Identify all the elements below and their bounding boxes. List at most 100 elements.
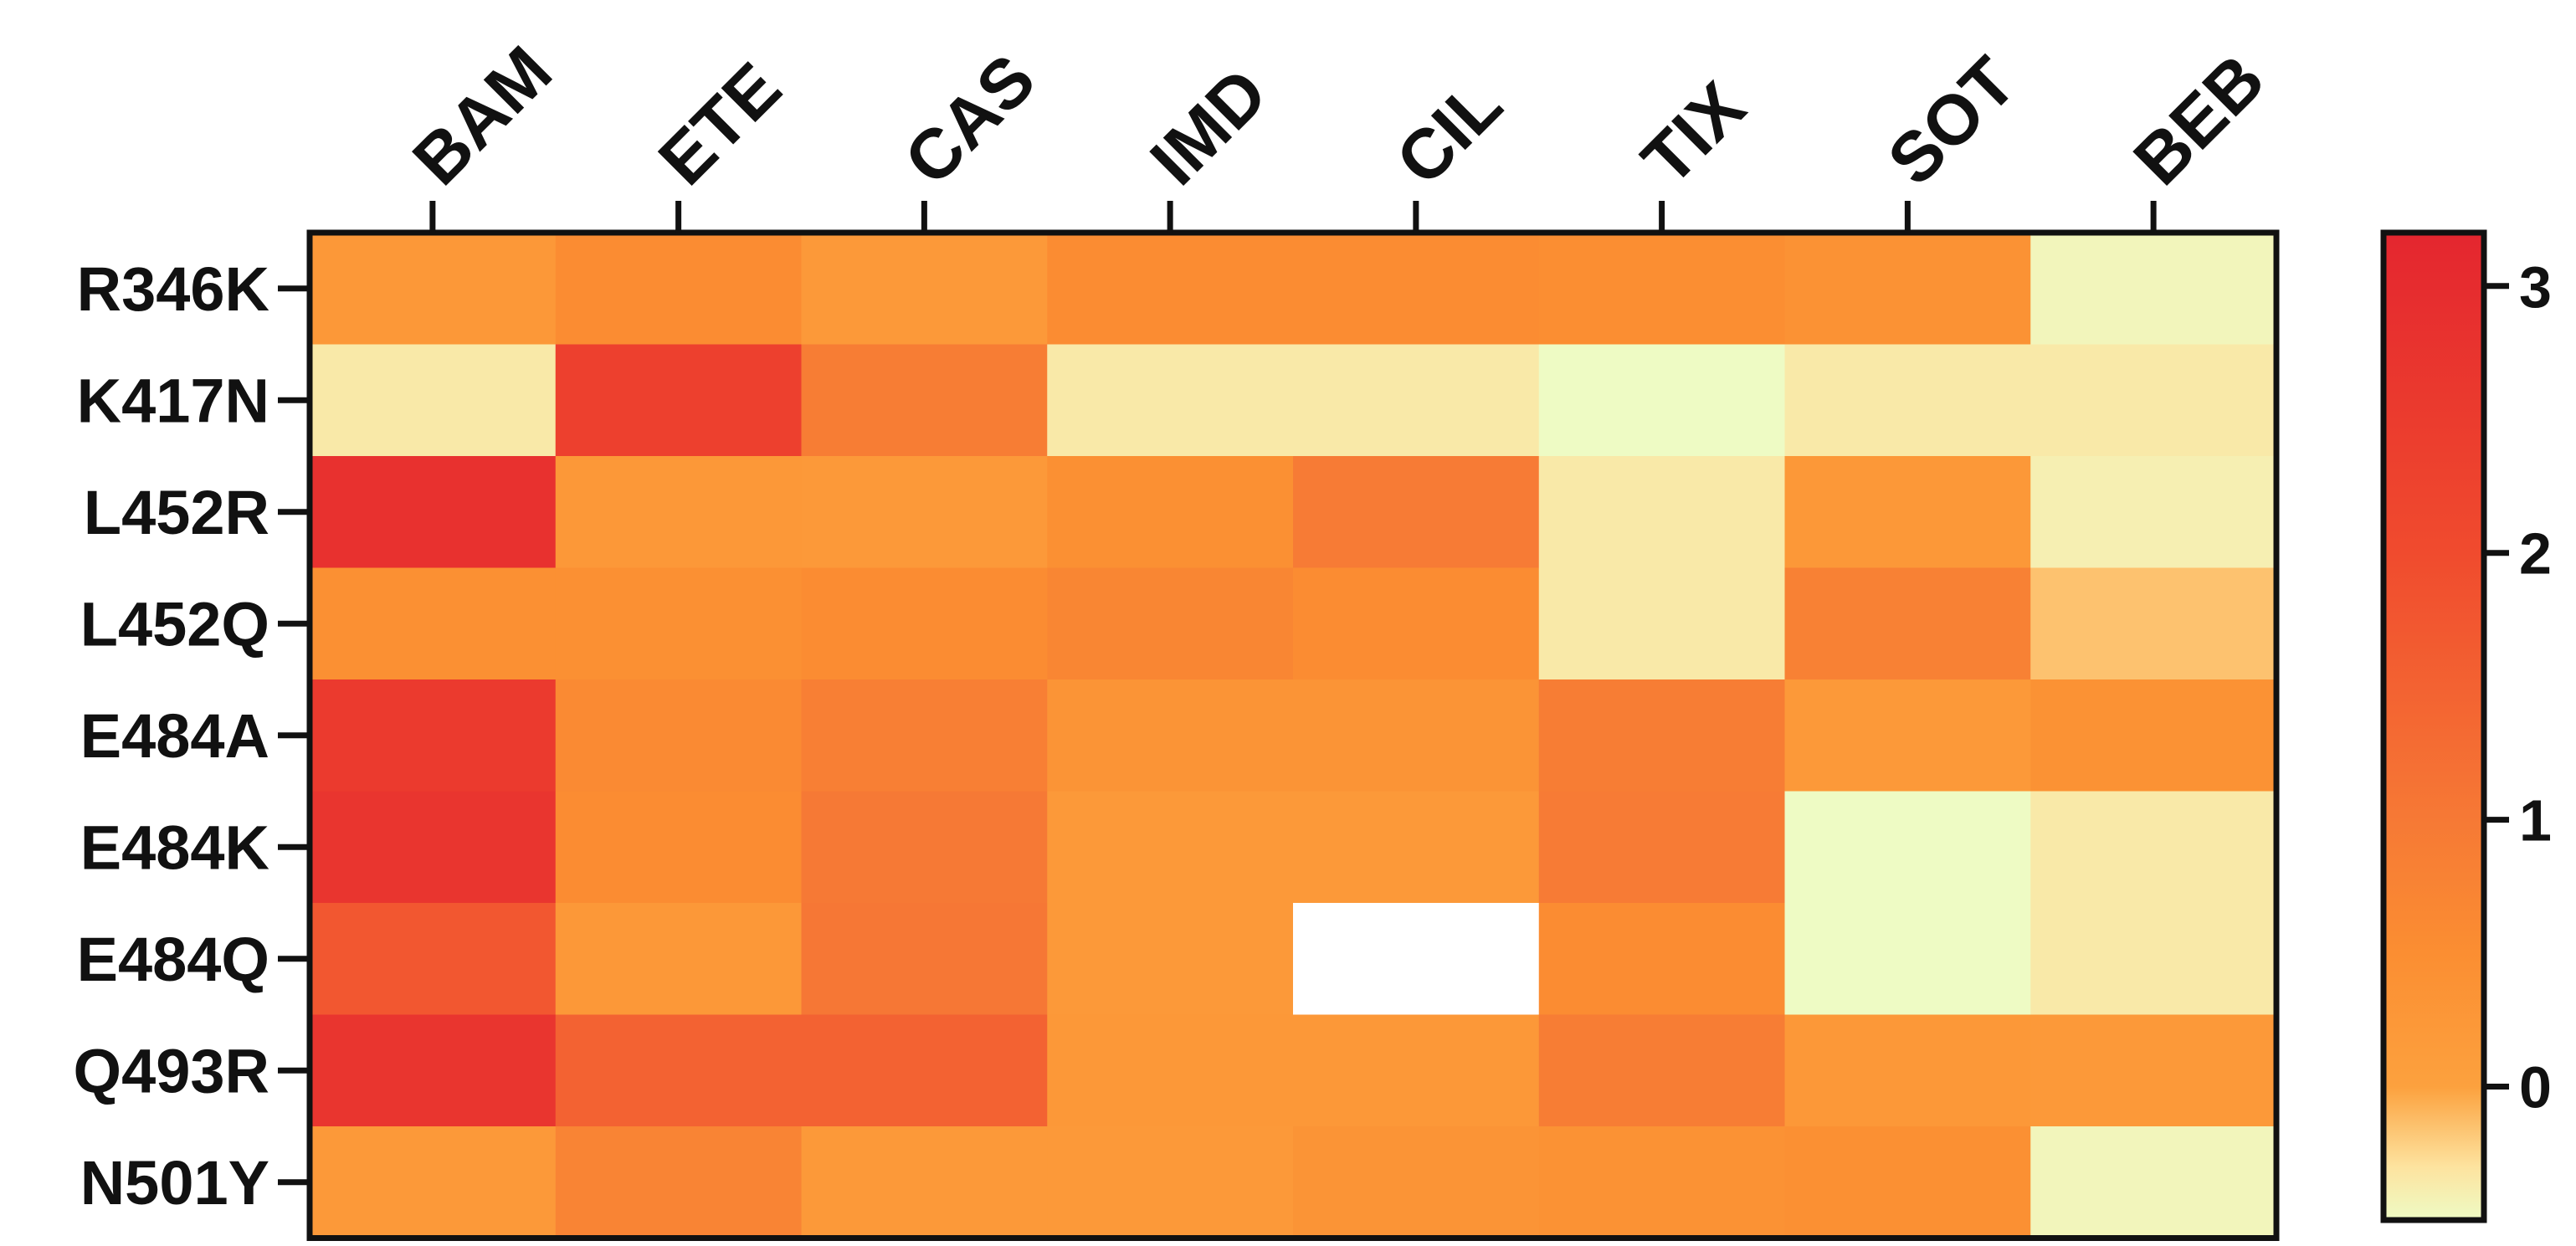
heatmap-cell bbox=[310, 903, 557, 1016]
heatmap-cell bbox=[555, 903, 803, 1016]
heatmap-cell bbox=[1538, 456, 1786, 569]
heatmap-cell bbox=[1293, 233, 1540, 346]
heatmap-cell bbox=[2030, 567, 2277, 680]
heatmap-cell bbox=[1293, 679, 1540, 792]
heatmap-cell bbox=[2030, 1126, 2277, 1239]
heatmap-cell bbox=[801, 679, 1048, 792]
heatmap-cell bbox=[1784, 1126, 2031, 1239]
heatmap-cell bbox=[1538, 903, 1786, 1016]
colorbar-frame bbox=[2380, 229, 2487, 1223]
heatmap-cell bbox=[1784, 233, 2031, 346]
heatmap-cell bbox=[555, 344, 803, 457]
heatmap-cell bbox=[310, 456, 557, 569]
heatmap-cell bbox=[1293, 903, 1540, 1016]
heatmap-cell bbox=[1047, 233, 1294, 346]
heatmap-cell bbox=[1293, 791, 1540, 904]
heatmap-cell bbox=[310, 791, 557, 904]
row-label: L452R bbox=[84, 478, 269, 547]
heatmap-cell bbox=[555, 567, 803, 680]
heatmap-cell bbox=[555, 233, 803, 346]
heatmap-cell bbox=[1538, 679, 1786, 792]
heatmap-cell bbox=[801, 903, 1048, 1016]
heatmap-cell bbox=[1784, 791, 2031, 904]
heatmap-cell bbox=[1047, 344, 1294, 457]
heatmap-cell bbox=[1538, 791, 1786, 904]
column-label: ETE bbox=[644, 48, 796, 200]
heatmap-cell bbox=[310, 679, 557, 792]
colorbar-tick-label: 2 bbox=[2519, 521, 2552, 587]
colorbar-fill bbox=[2384, 233, 2484, 1220]
heatmap-cell bbox=[1047, 903, 1294, 1016]
heatmap-cell bbox=[2030, 456, 2277, 569]
heatmap-cell bbox=[1538, 1014, 1786, 1127]
heatmap-cell bbox=[1538, 344, 1786, 457]
colorbar-tick-label: 1 bbox=[2519, 788, 2552, 854]
column-label: SOT bbox=[1873, 42, 2031, 200]
heatmap-cell bbox=[1047, 1126, 1294, 1239]
heatmap-cell bbox=[2030, 1014, 2277, 1127]
heatmap-cell bbox=[801, 456, 1048, 569]
heatmap-cell bbox=[1784, 903, 2031, 1016]
heatmap-cell bbox=[1784, 456, 2031, 569]
heatmap-cell bbox=[801, 567, 1048, 680]
colorbar-tick-label: 0 bbox=[2519, 1055, 2552, 1120]
heatmap-cell bbox=[310, 1014, 557, 1127]
heatmap-cell bbox=[1047, 456, 1294, 569]
heatmap-cell bbox=[2030, 679, 2277, 792]
row-label: R346K bbox=[77, 254, 269, 324]
heatmap-cell bbox=[2030, 903, 2277, 1016]
column-label: BEB bbox=[2118, 39, 2279, 200]
heatmap-cell bbox=[1784, 1014, 2031, 1127]
heatmap-cell bbox=[801, 791, 1048, 904]
heatmap-cell bbox=[801, 344, 1048, 457]
column-label: CAS bbox=[890, 39, 1050, 200]
row-label: Q493R bbox=[74, 1036, 269, 1105]
heatmap-cell bbox=[310, 233, 557, 346]
heatmap-cell bbox=[310, 344, 557, 457]
colorbar-tick-label: 3 bbox=[2519, 254, 2552, 320]
heatmap-cell bbox=[1293, 567, 1540, 680]
heatmap-cell bbox=[555, 1014, 803, 1127]
heatmap-cell bbox=[2030, 233, 2277, 346]
heatmap-cell bbox=[1538, 567, 1786, 680]
heatmap-cell bbox=[1293, 1014, 1540, 1127]
heatmap-cell bbox=[801, 233, 1048, 346]
heatmap-cell bbox=[1784, 344, 2031, 457]
row-label: E484K bbox=[80, 813, 269, 882]
heatmap-cell bbox=[310, 567, 557, 680]
column-label: CIL bbox=[1381, 64, 1516, 200]
colorbar: 3 2 1 0 bbox=[2380, 229, 2552, 1223]
heatmap-cell bbox=[1293, 456, 1540, 569]
heatmap-cell bbox=[1047, 679, 1294, 792]
column-label: TIX bbox=[1627, 67, 1760, 200]
heatmap-cell bbox=[2030, 791, 2277, 904]
heatmap-cell bbox=[555, 1126, 803, 1239]
heatmap-cell bbox=[801, 1126, 1048, 1239]
heatmap-cell bbox=[801, 1014, 1048, 1127]
heatmap-cell bbox=[555, 456, 803, 569]
heatmap-cell bbox=[555, 791, 803, 904]
heatmap-cell bbox=[1538, 233, 1786, 346]
row-label: L452Q bbox=[80, 589, 269, 659]
heatmap-cell bbox=[1293, 344, 1540, 457]
heatmap-cell bbox=[1047, 791, 1294, 904]
heatmap-cells bbox=[310, 233, 2277, 1239]
row-label: E484A bbox=[80, 701, 269, 771]
heatmap-cell bbox=[1784, 679, 2031, 792]
heatmap-cell bbox=[1784, 567, 2031, 680]
column-label: BAM bbox=[398, 31, 567, 200]
heatmap-cell bbox=[555, 679, 803, 792]
column-axis: BAM ETE CAS IMD CIL TIX SOT BEB bbox=[398, 31, 2279, 233]
row-label: E484Q bbox=[77, 925, 269, 994]
heatmap-cell bbox=[310, 1126, 557, 1239]
column-label: IMD bbox=[1135, 53, 1281, 199]
heatmap-cell bbox=[1047, 567, 1294, 680]
heatmap-cell bbox=[2030, 344, 2277, 457]
row-label: N501Y bbox=[80, 1148, 269, 1218]
row-axis: R346K K417N L452R L452Q E484A E484K E484Q Q493R… bbox=[74, 254, 310, 1218]
heatmap-cell bbox=[1538, 1126, 1786, 1239]
row-label: K417N bbox=[77, 366, 269, 435]
heatmap-cell bbox=[1293, 1126, 1540, 1239]
heatmap-cell bbox=[1047, 1014, 1294, 1127]
